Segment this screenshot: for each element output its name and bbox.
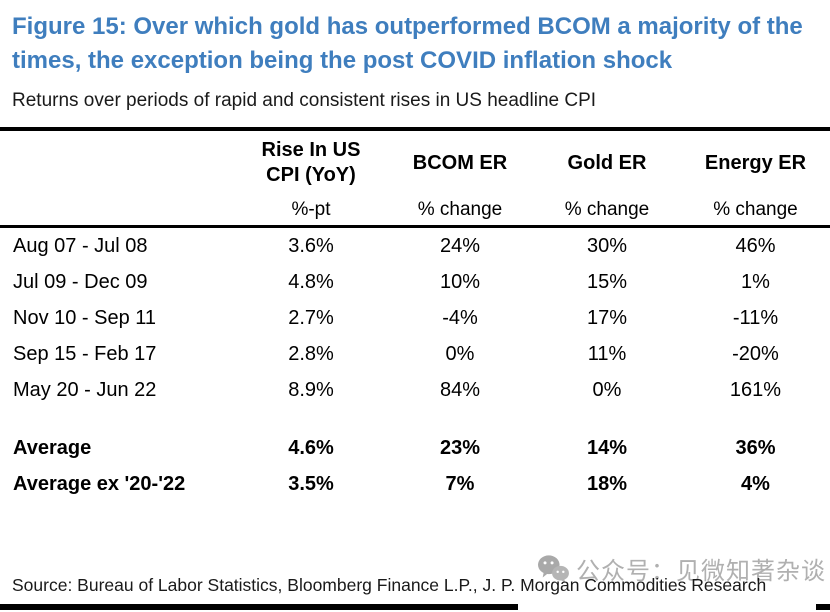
- table-cell: 10%: [439, 270, 481, 293]
- wechat-icon: [538, 554, 569, 583]
- table-cell: 17%: [586, 306, 628, 329]
- table-cell: 4%: [741, 472, 770, 495]
- table-cell: 24%: [439, 234, 481, 257]
- units-header-cpi: %-pt: [235, 195, 387, 228]
- watermark-text: 公众号：见微知著杂谈: [576, 558, 826, 585]
- table-row: May 20 - Jun 22 8.9% 84% 0% 161%: [0, 372, 830, 408]
- row-label: Sep 15 - Feb 17: [13, 342, 157, 365]
- table-cell: 4.6%: [288, 436, 334, 459]
- column-header-gold: Gold ER: [533, 127, 681, 195]
- table-row: Sep 15 - Feb 17 2.8% 0% 11% -20%: [0, 336, 830, 372]
- table-cell: 161%: [729, 378, 782, 401]
- column-header-cpi: Rise In US CPI (YoY): [235, 127, 387, 195]
- table-cell: -4%: [442, 306, 478, 329]
- table-cell: 23%: [439, 436, 481, 459]
- column-header-energy: Energy ER: [681, 127, 830, 195]
- returns-table: Rise In US CPI (YoY) BCOM ER Gold ER Ene…: [0, 127, 830, 502]
- table-cell: 84%: [439, 378, 481, 401]
- table-header: Rise In US CPI (YoY) BCOM ER Gold ER Ene…: [0, 127, 830, 228]
- figure-subtitle: Returns over periods of rapid and consis…: [12, 90, 597, 111]
- spacer-row: [0, 408, 830, 430]
- table-cell: 0%: [445, 342, 475, 365]
- table-cell: 3.5%: [288, 472, 334, 495]
- row-label: May 20 - Jun 22: [13, 378, 157, 401]
- summary-row-average: Average 4.6% 23% 14% 36%: [0, 430, 830, 466]
- table-cell: 18%: [586, 472, 628, 495]
- table-cell: -20%: [732, 342, 779, 365]
- table-cell: 3.6%: [288, 234, 334, 257]
- column-header-empty: [0, 127, 235, 195]
- table-cell: 4.8%: [288, 270, 334, 293]
- bottom-rule-left: [0, 604, 518, 610]
- table-cell: -11%: [732, 306, 779, 329]
- bottom-rule-right: [816, 604, 830, 610]
- row-label: Aug 07 - Jul 08: [13, 234, 148, 257]
- column-header-bcom: BCOM ER: [387, 127, 533, 195]
- table-cell: 11%: [587, 342, 627, 365]
- table-row: Jul 09 - Dec 09 4.8% 10% 15% 1%: [0, 264, 830, 300]
- table-cell: 8.9%: [288, 378, 334, 401]
- table-cell: 2.7%: [288, 306, 334, 329]
- table-cell: 14%: [586, 436, 628, 459]
- units-header-bcom: % change: [387, 195, 533, 228]
- table-body: Aug 07 - Jul 08 3.6% 24% 30% 46% Jul 09 …: [0, 227, 830, 503]
- row-label: Average ex '20-'22: [13, 472, 186, 495]
- table-row: Nov 10 - Sep 11 2.7% -4% 17% -11%: [0, 300, 830, 336]
- summary-row-average-ex: Average ex '20-'22 3.5% 7% 18% 4%: [0, 466, 830, 502]
- units-header-empty: [0, 195, 235, 228]
- table-cell: 46%: [735, 234, 776, 257]
- table-cell: 0%: [592, 378, 622, 401]
- table-cell: 1%: [741, 270, 770, 293]
- table-row: Aug 07 - Jul 08 3.6% 24% 30% 46%: [0, 227, 830, 265]
- table-cell: 7%: [445, 472, 475, 495]
- table-cell: 15%: [586, 270, 628, 293]
- table-cell: 2.8%: [288, 342, 334, 365]
- units-header-energy: % change: [681, 195, 830, 228]
- row-label: Jul 09 - Dec 09: [13, 270, 148, 293]
- source-text: Source: Bureau of Labor Statistics, Bloo…: [12, 575, 767, 595]
- watermark: 公众号：见微知著杂谈: [536, 551, 826, 586]
- table-cell: 30%: [586, 234, 628, 257]
- row-label: Nov 10 - Sep 11: [13, 306, 157, 329]
- row-label: Average: [13, 436, 92, 459]
- figure-title: Figure 15: Over which gold has outperfor…: [12, 13, 803, 74]
- units-header-gold: % change: [533, 195, 681, 228]
- table-cell: 36%: [735, 436, 776, 459]
